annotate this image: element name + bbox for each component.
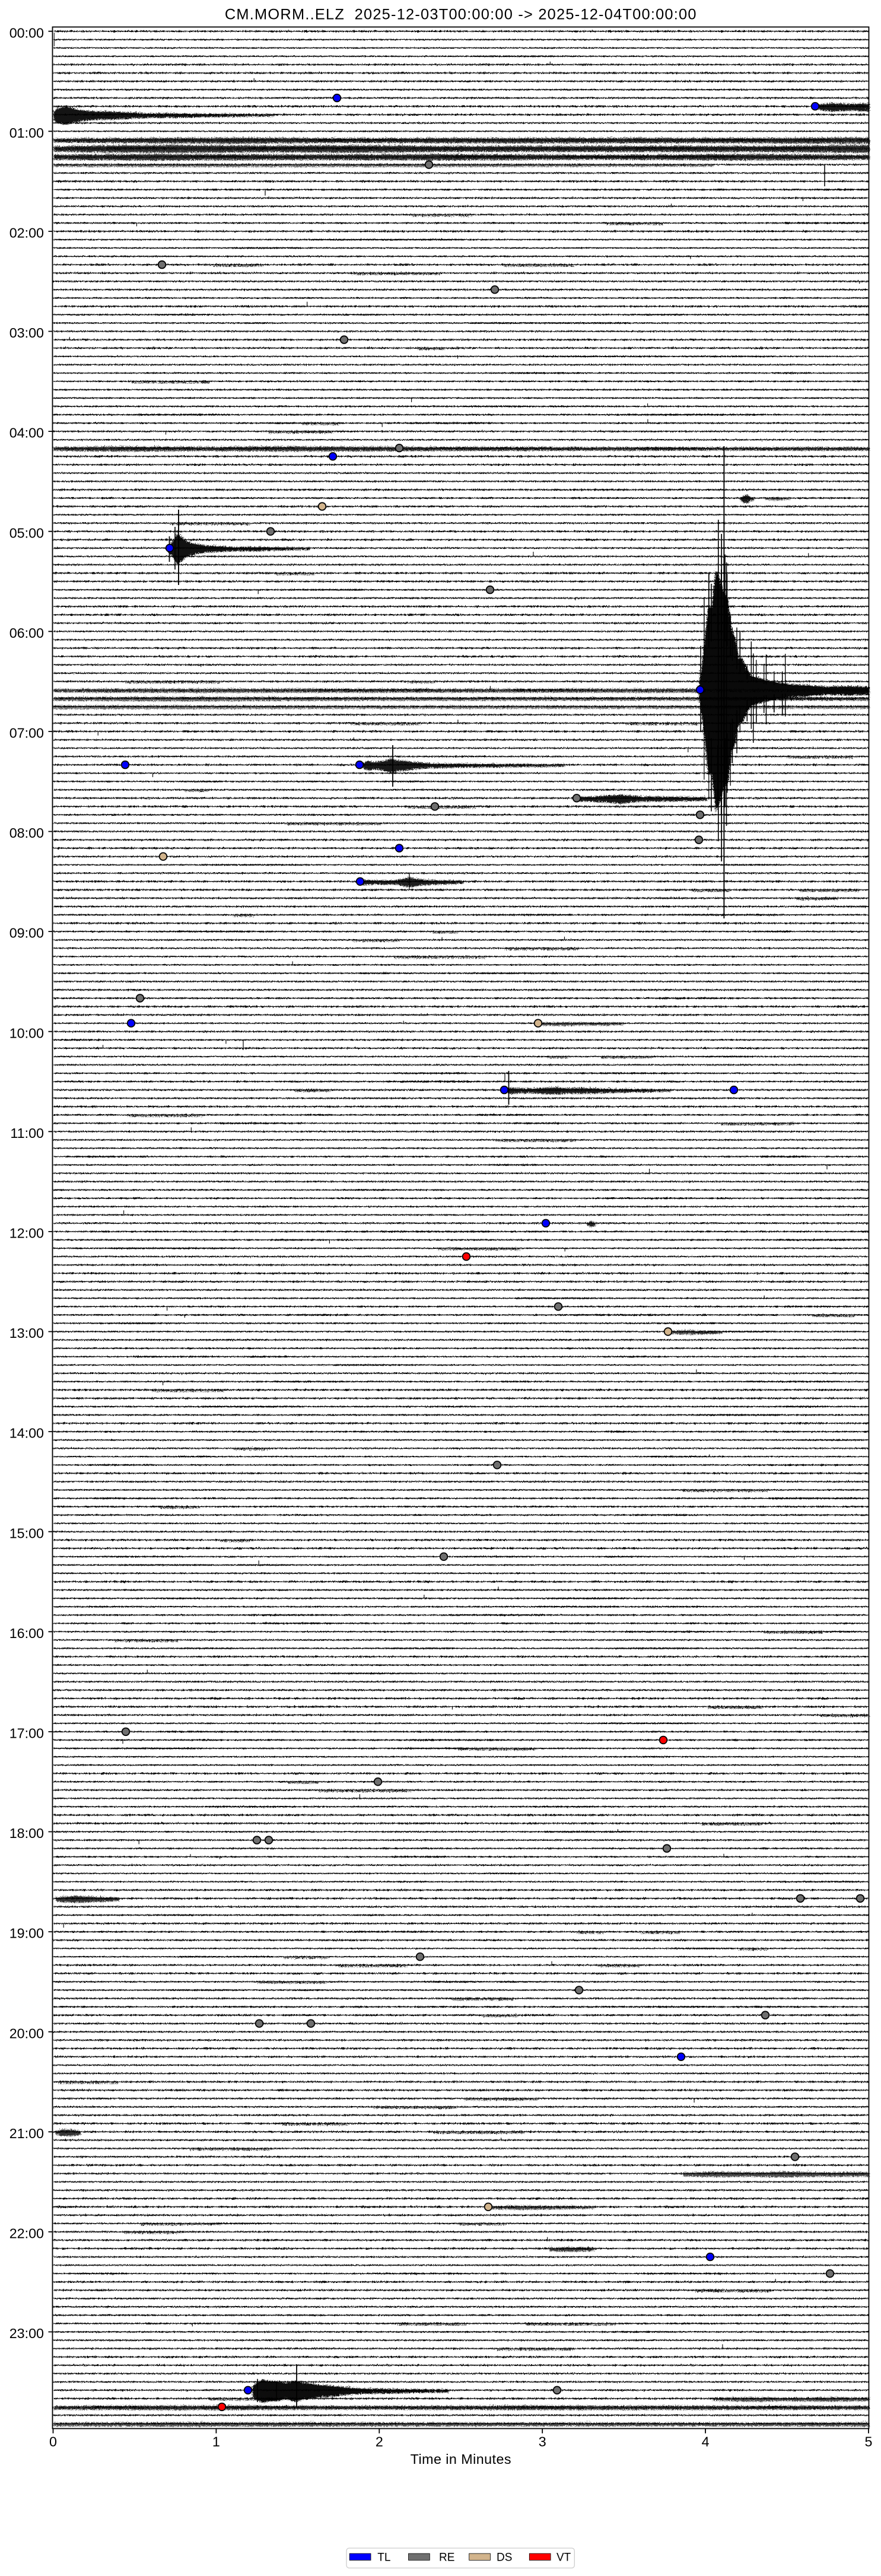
svg-text:19:00: 19:00 — [9, 1926, 44, 1941]
svg-text:00:00: 00:00 — [9, 25, 44, 40]
svg-text:TL: TL — [377, 2552, 390, 2564]
svg-text:17:00: 17:00 — [9, 1726, 44, 1741]
svg-text:09:00: 09:00 — [9, 926, 44, 941]
svg-text:4: 4 — [702, 2434, 710, 2450]
svg-text:11:00: 11:00 — [10, 1125, 44, 1141]
svg-text:RE: RE — [439, 2552, 454, 2564]
svg-text:03:00: 03:00 — [9, 325, 44, 341]
svg-text:CM.MORM..ELZ 2025-12-03T00:00: CM.MORM..ELZ 2025-12-03T00:00:00 -> 2025… — [225, 7, 697, 23]
svg-text:2: 2 — [376, 2434, 383, 2450]
svg-text:21:00: 21:00 — [9, 2126, 44, 2141]
svg-text:5: 5 — [865, 2434, 873, 2450]
svg-text:22:00: 22:00 — [9, 2226, 44, 2241]
svg-text:0: 0 — [49, 2434, 57, 2450]
svg-text:02:00: 02:00 — [9, 225, 44, 241]
svg-text:08:00: 08:00 — [9, 825, 44, 841]
svg-text:VT: VT — [556, 2552, 571, 2564]
svg-text:16:00: 16:00 — [9, 1626, 44, 1641]
svg-text:04:00: 04:00 — [9, 425, 44, 441]
svg-text:12:00: 12:00 — [9, 1226, 44, 1241]
svg-text:10:00: 10:00 — [9, 1025, 44, 1041]
svg-text:14:00: 14:00 — [9, 1426, 44, 1441]
svg-text:18:00: 18:00 — [9, 1826, 44, 1841]
svg-text:01:00: 01:00 — [9, 125, 44, 141]
svg-text:20:00: 20:00 — [9, 2025, 44, 2041]
svg-text:23:00: 23:00 — [9, 2326, 44, 2341]
svg-text:Time in Minutes: Time in Minutes — [411, 2451, 511, 2467]
svg-text:DS: DS — [497, 2552, 512, 2564]
svg-text:3: 3 — [539, 2434, 546, 2450]
svg-text:07:00: 07:00 — [9, 726, 44, 741]
svg-text:05:00: 05:00 — [9, 525, 44, 540]
svg-text:15:00: 15:00 — [9, 1525, 44, 1541]
svg-text:13:00: 13:00 — [9, 1325, 44, 1341]
svg-text:06:00: 06:00 — [9, 625, 44, 641]
svg-text:1: 1 — [212, 2434, 220, 2450]
